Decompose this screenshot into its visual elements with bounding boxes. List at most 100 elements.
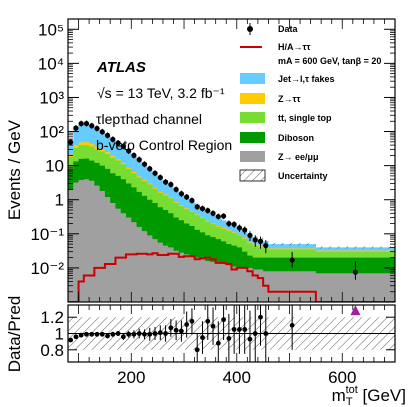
data-marker [226,220,232,227]
data-point [231,221,237,228]
ratio-point [157,325,163,341]
legend-label-ztautau: Z→ττ [278,94,301,104]
signal-line [68,252,395,302]
ratio-point [142,329,147,340]
ratio-marker [194,347,200,353]
data-point [78,120,84,127]
legend-entry-diboson: Diboson [240,132,314,143]
ratio-point [168,318,174,337]
legend-label-data: Data [278,24,299,34]
data-marker [289,257,295,263]
ratio-x-ticks: 200 400 600 [78,305,396,387]
ratio-marker [189,318,195,324]
data-point [83,120,90,127]
ratio-point [68,337,74,343]
legend-label-signal: H/A→ττ [278,42,311,52]
ratio-marker [115,331,121,336]
ratio-points [68,305,295,362]
data-point [89,122,95,129]
ratio-point [147,327,153,341]
data-point [184,194,190,201]
uncertainty-bin [315,246,395,249]
ratio-point [258,305,263,346]
data-point [110,136,116,143]
ratio-marker [110,331,116,337]
stacked-backgrounds [68,123,395,302]
data-marker [252,237,258,243]
legend: Data H/A→ττ mA = 600 GeV, tanβ = 20 Jet→… [239,23,381,182]
data-point [131,152,137,159]
ratio-marker [289,322,295,328]
data-marker [120,143,126,149]
ratio-point [131,330,137,339]
ratio-point [205,305,211,341]
ratio-point [184,311,190,338]
data-point [289,251,295,268]
ratio-point [94,331,100,337]
data-point [136,156,142,163]
ratio-offscale-marker [350,305,361,316]
ratio-point [120,333,126,341]
ratio-point [178,320,184,342]
ratio-point [115,331,121,336]
data-point [99,128,105,135]
data-point [215,213,221,220]
uncertainty-bin [220,219,227,222]
ratio-point [221,305,226,341]
legend-entry-uncertainty: Uncertainty [239,169,328,182]
data-point [242,226,248,235]
ratio-point [163,325,168,342]
ratio-point [210,307,216,345]
data-marker [189,197,195,204]
data-point [73,125,79,132]
ratio-y-tick-label: 1 [55,325,64,344]
ratio-marker [105,333,110,339]
main-x-ticks [78,19,396,302]
y-tick-label: 10⁵ [38,20,64,39]
ratio-point [242,305,248,354]
ratio-point [73,334,79,340]
data-marker [178,191,184,197]
data-marker [94,125,100,132]
data-marker [220,213,227,219]
region-label: b-veto Control Region [96,137,232,153]
data-point [126,147,132,154]
data-marker [173,186,179,193]
data-points [68,120,359,280]
data-marker [247,232,253,238]
ratio-point [247,310,253,362]
legend-entry-data: Data [247,23,299,35]
stack-area-zee [68,179,395,302]
ratio-marker [215,340,221,346]
ratio-point [226,313,232,362]
data-marker [157,174,163,181]
y-tick-label: 10⁴ [38,54,64,73]
data-point [147,165,153,172]
ratio-marker [263,331,269,336]
y-tick-label: 1 [55,191,64,210]
offscale-triangle [350,305,361,316]
data-point [263,240,269,254]
ratio-marker [147,331,153,337]
data-point [94,125,100,132]
data-marker [199,205,206,212]
data-marker [99,129,105,135]
ratio-marker [210,323,216,329]
data-marker [215,213,221,220]
ratio-y-tick-label: 1.2 [40,308,64,327]
ratio-marker [200,335,205,340]
x-axis-title: mTtot [GeV] [332,384,406,407]
legend-label-diboson: Diboson [278,133,314,143]
ratio-point [126,331,132,338]
data-point [252,235,258,247]
ratio-marker [252,331,258,336]
ratio-point [105,333,110,339]
ratio-marker [142,331,147,337]
data-marker [131,152,137,158]
y-tick-label: 10 [45,157,64,176]
data-marker [73,125,79,131]
ratio-point [99,331,105,337]
ratio-marker [221,317,226,323]
data-marker [263,243,269,249]
